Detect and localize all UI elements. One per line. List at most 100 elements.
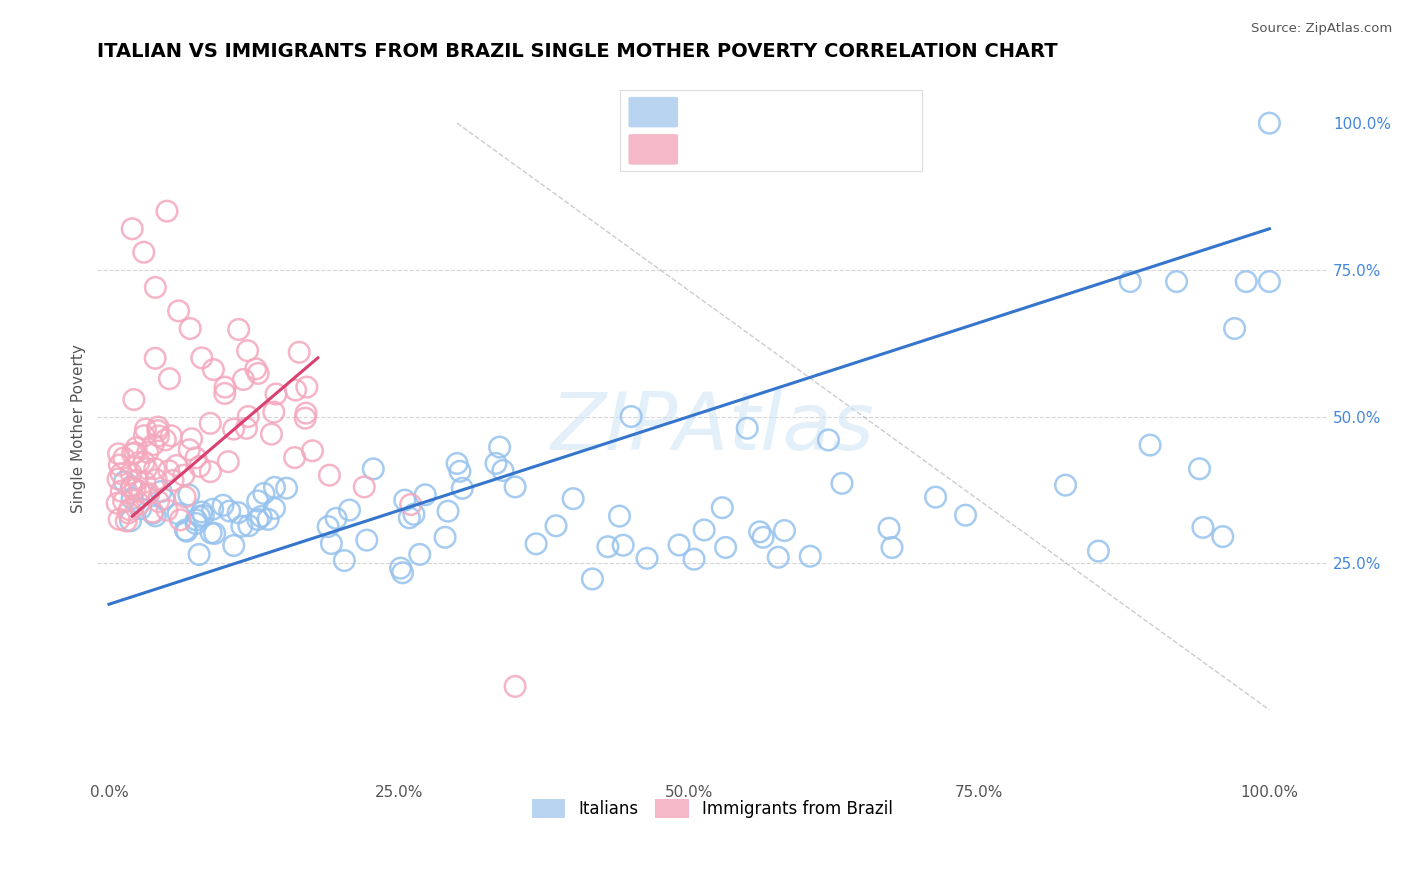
Point	[402, 508, 425, 522]
Point	[191, 351, 214, 365]
Point	[143, 508, 166, 523]
Point	[153, 492, 176, 507]
Point	[485, 457, 508, 471]
Point	[398, 510, 420, 524]
Point	[105, 496, 128, 510]
Point	[339, 503, 361, 517]
Point	[162, 474, 184, 488]
Point	[924, 490, 946, 504]
Point	[222, 422, 245, 436]
Point	[831, 476, 853, 491]
Point	[188, 509, 211, 524]
Point	[799, 549, 821, 564]
Point	[166, 458, 188, 473]
Point	[236, 343, 259, 358]
Point	[247, 367, 270, 381]
Point	[276, 481, 298, 495]
Point	[524, 537, 547, 551]
Point	[112, 475, 135, 489]
Point	[132, 245, 155, 260]
Point	[143, 461, 166, 475]
Point	[156, 204, 179, 219]
Point	[321, 536, 343, 550]
Point	[620, 409, 643, 424]
Text: Source: ZipAtlas.com: Source: ZipAtlas.com	[1251, 22, 1392, 36]
Point	[1258, 116, 1281, 130]
Point	[135, 461, 157, 475]
Point	[121, 447, 143, 461]
Point	[1054, 478, 1077, 492]
Point	[156, 503, 179, 517]
Point	[301, 443, 323, 458]
Point	[353, 480, 375, 494]
Point	[257, 512, 280, 526]
Point	[449, 464, 471, 478]
Point	[238, 409, 260, 424]
Point	[394, 493, 416, 508]
Point	[446, 457, 468, 471]
Point	[124, 446, 146, 460]
Point	[318, 468, 340, 483]
Point	[157, 464, 180, 478]
Point	[188, 548, 211, 562]
Point	[107, 472, 129, 486]
Point	[214, 380, 236, 394]
Text: ZIPAtlas: ZIPAtlas	[551, 389, 875, 467]
Point	[246, 494, 269, 508]
Point	[399, 498, 422, 512]
Point	[250, 509, 273, 524]
Point	[263, 480, 285, 494]
Point	[136, 487, 159, 501]
Point	[260, 427, 283, 442]
Point	[253, 486, 276, 500]
Point	[121, 480, 143, 494]
Point	[186, 513, 208, 527]
Point	[179, 442, 201, 457]
Point	[288, 345, 311, 359]
Point	[773, 524, 796, 538]
Point	[200, 465, 222, 479]
Point	[174, 523, 197, 537]
Point	[768, 550, 790, 565]
Point	[184, 516, 207, 531]
Point	[142, 506, 165, 520]
Point	[877, 521, 900, 535]
Point	[115, 514, 138, 528]
Point	[155, 433, 177, 447]
Point	[264, 387, 287, 401]
Point	[1223, 321, 1246, 335]
Y-axis label: Single Mother Poverty: Single Mother Poverty	[72, 343, 86, 513]
Point	[735, 421, 758, 435]
Point	[136, 445, 159, 459]
Point	[128, 497, 150, 511]
Point	[488, 440, 510, 454]
Point	[200, 525, 222, 540]
Point	[581, 572, 603, 586]
Point	[683, 552, 706, 566]
Legend: Italians, Immigrants from Brazil: Italians, Immigrants from Brazil	[526, 792, 900, 825]
Point	[122, 392, 145, 407]
Point	[145, 280, 167, 294]
Point	[150, 484, 173, 499]
Point	[141, 505, 163, 519]
Point	[1188, 462, 1211, 476]
Point	[148, 494, 170, 508]
Point	[204, 526, 226, 541]
Point	[120, 480, 142, 494]
Point	[174, 490, 197, 504]
Point	[1192, 520, 1215, 534]
Point	[143, 351, 166, 366]
Point	[284, 383, 307, 397]
Point	[188, 459, 211, 474]
Point	[356, 533, 378, 548]
Point	[1087, 544, 1109, 558]
Point	[1212, 530, 1234, 544]
Point	[159, 372, 181, 386]
Point	[1258, 275, 1281, 289]
Point	[284, 450, 307, 465]
Point	[492, 463, 515, 477]
Point	[167, 507, 190, 521]
Point	[212, 498, 235, 512]
Point	[148, 429, 170, 443]
Point	[138, 486, 160, 500]
